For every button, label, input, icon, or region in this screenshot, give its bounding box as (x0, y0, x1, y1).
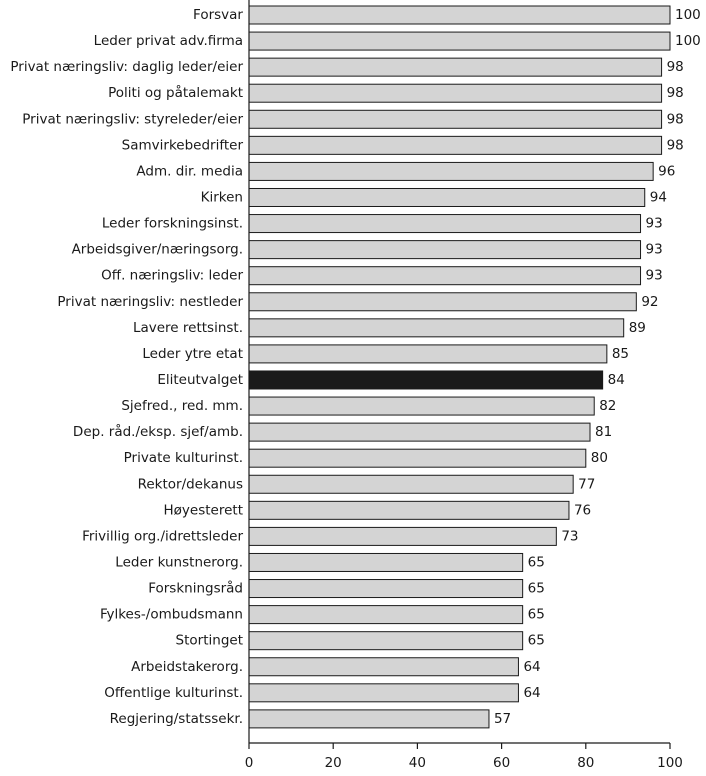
value-label: 100 (675, 33, 701, 49)
value-label: 94 (650, 189, 667, 205)
value-label: 85 (612, 346, 629, 362)
bar (248, 292, 637, 312)
bar (248, 266, 642, 286)
category-label: Regjering/statssekr. (110, 711, 243, 727)
value-label: 82 (599, 398, 616, 414)
bar (248, 579, 524, 599)
bar (248, 631, 524, 651)
value-label: 73 (561, 528, 578, 544)
category-label: Forsvar (193, 7, 243, 23)
category-label: Privat næringsliv: daglig leder/eier (10, 59, 243, 75)
category-label: Dep. råd./eksp. sjef/amb. (73, 423, 243, 440)
value-label: 77 (578, 476, 595, 492)
bar (248, 240, 642, 260)
bar (248, 605, 524, 625)
category-label: Leder ytre etat (142, 346, 243, 362)
x-tick-label: 100 (657, 755, 683, 771)
category-label: Private kulturinst. (124, 450, 243, 466)
value-label: 76 (574, 502, 591, 518)
axis-layer: 0 20 40 60 80 100 (245, 0, 683, 771)
value-label: 65 (528, 607, 545, 623)
bar (248, 526, 557, 546)
category-label: Eliteutvalget (157, 372, 243, 388)
bar (248, 448, 587, 468)
bar (248, 187, 646, 207)
category-label: Høyesterett (164, 502, 243, 518)
bar (248, 683, 519, 703)
bar (248, 344, 608, 364)
value-label: 84 (608, 372, 625, 388)
bar (248, 318, 625, 338)
category-label: Politi og påtalemakt (108, 84, 243, 101)
category-label: Rektor/dekanus (138, 476, 243, 492)
bar (248, 83, 663, 103)
category-label: Leder privat adv.firma (94, 33, 243, 49)
category-label: Kirken (201, 189, 243, 205)
value-label: 100 (675, 7, 701, 23)
category-label: Leder kunstnerorg. (115, 554, 243, 570)
category-label: Privat næringsliv: nestleder (57, 294, 243, 310)
category-label: Sjefred., red. mm. (121, 398, 243, 414)
x-tick-label: 20 (325, 755, 342, 771)
value-label: 98 (667, 59, 684, 75)
category-label: Forskningsråd (148, 580, 243, 597)
bar (248, 135, 663, 155)
value-label: 57 (494, 711, 511, 727)
bar (248, 422, 591, 442)
category-label: Privat næringsliv: styreleder/eier (22, 111, 243, 127)
bar (248, 709, 490, 729)
x-tick-label: 80 (577, 755, 594, 771)
bar (248, 5, 671, 25)
category-label: Samvirkebedrifter (122, 137, 244, 153)
value-label: 98 (667, 85, 684, 101)
value-label: 98 (667, 137, 684, 153)
bar (248, 57, 663, 77)
bar (248, 474, 574, 494)
value-label: 89 (629, 320, 646, 336)
value-label: 93 (646, 242, 663, 258)
value-label: 93 (646, 268, 663, 284)
bar (248, 161, 654, 181)
bar (248, 31, 671, 51)
x-tick-label: 60 (493, 755, 510, 771)
bar (248, 552, 524, 572)
category-label: Arbeidsgiver/næringsorg. (72, 242, 243, 258)
value-label: 64 (523, 685, 540, 701)
category-label: Adm. dir. media (136, 163, 243, 179)
bar (248, 109, 663, 129)
category-label: Offentlige kulturinst. (104, 685, 243, 701)
value-label: 65 (528, 633, 545, 649)
category-label: Lavere rettsinst. (133, 320, 243, 336)
value-label: 65 (528, 554, 545, 570)
category-label: Arbeidstakerorg. (131, 659, 243, 675)
bar (248, 396, 595, 416)
x-tick-label: 0 (245, 755, 254, 771)
value-label: 81 (595, 424, 612, 440)
bar (248, 370, 604, 390)
value-label: 92 (641, 294, 658, 310)
value-label: 98 (667, 111, 684, 127)
value-label: 96 (658, 163, 675, 179)
bar (248, 214, 642, 234)
bar (248, 657, 519, 677)
category-label: Leder forskningsinst. (102, 216, 243, 232)
value-label: 80 (591, 450, 608, 466)
bars-layer: Forsvar 100 Leder privat adv.firma 100 Priva… (10, 5, 701, 729)
value-label: 65 (528, 581, 545, 597)
category-label: Frivillig org./idrettsleder (82, 528, 243, 544)
value-label: 64 (523, 659, 540, 675)
x-tick-label: 40 (409, 755, 426, 771)
category-label: Off. næringsliv: leder (101, 268, 243, 284)
category-label: Stortinget (176, 633, 243, 649)
category-label: Fylkes-/ombudsmann (100, 607, 243, 623)
bar (248, 500, 570, 520)
value-label: 93 (646, 216, 663, 232)
